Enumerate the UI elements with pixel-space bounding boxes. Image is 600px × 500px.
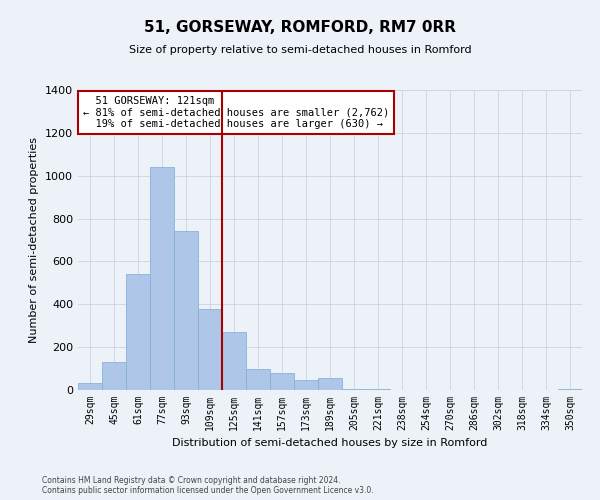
- Text: Size of property relative to semi-detached houses in Romford: Size of property relative to semi-detach…: [128, 45, 472, 55]
- Bar: [222, 332, 246, 390]
- Bar: [246, 368, 270, 390]
- X-axis label: Distribution of semi-detached houses by size in Romford: Distribution of semi-detached houses by …: [172, 438, 488, 448]
- Bar: [126, 274, 150, 390]
- Y-axis label: Number of semi-detached properties: Number of semi-detached properties: [29, 137, 40, 343]
- Bar: [558, 389, 582, 390]
- Bar: [294, 380, 318, 390]
- Bar: [342, 389, 366, 390]
- Bar: [78, 382, 102, 390]
- Bar: [270, 373, 294, 390]
- Text: 51 GORSEWAY: 121sqm
← 81% of semi-detached houses are smaller (2,762)
  19% of s: 51 GORSEWAY: 121sqm ← 81% of semi-detach…: [83, 96, 389, 129]
- Bar: [318, 378, 342, 390]
- Bar: [102, 362, 126, 390]
- Bar: [366, 389, 390, 390]
- Text: 51, GORSEWAY, ROMFORD, RM7 0RR: 51, GORSEWAY, ROMFORD, RM7 0RR: [144, 20, 456, 35]
- Bar: [198, 308, 222, 390]
- Bar: [174, 232, 198, 390]
- Bar: [150, 167, 174, 390]
- Text: Contains HM Land Registry data © Crown copyright and database right 2024.
Contai: Contains HM Land Registry data © Crown c…: [42, 476, 374, 495]
